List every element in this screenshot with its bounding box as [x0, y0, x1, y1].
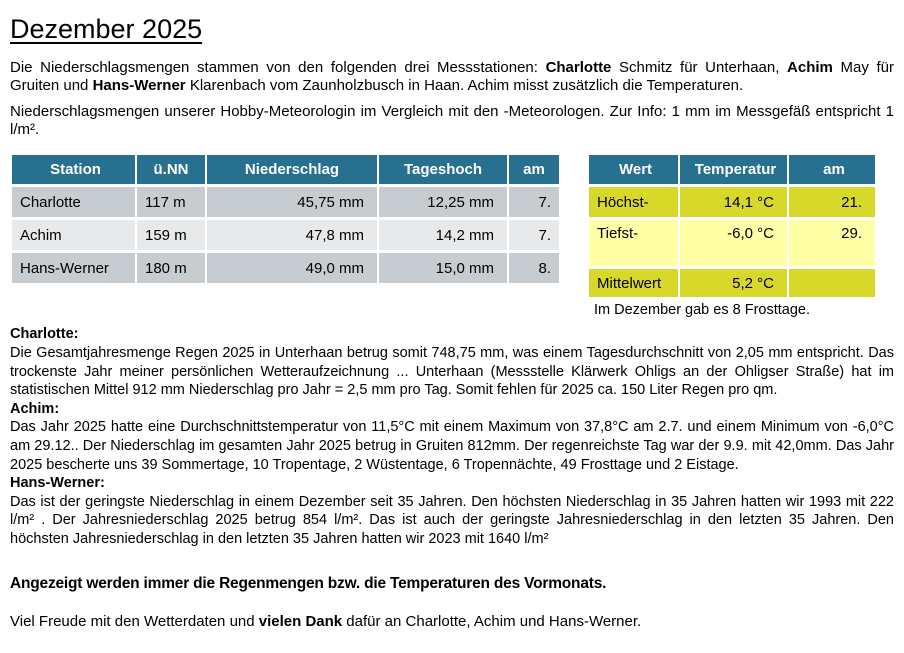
- section-heading-charlotte: Charlotte:: [10, 326, 79, 343]
- cell-wert: Höchst-: [589, 187, 678, 218]
- column-header-tageshoch: Tageshoch: [379, 155, 507, 185]
- cell-wert: Mittelwert: [589, 269, 678, 298]
- column-header-am: am: [509, 155, 559, 185]
- section-heading-achim: Achim:: [10, 400, 60, 417]
- section-text-charlotte: Die Gesamtjahresmenge Regen 2025 in Unte…: [10, 344, 894, 399]
- column-header-wert: Wert: [589, 155, 678, 185]
- cell-date: [789, 269, 875, 298]
- cell-temperatur: 5,2 °C: [680, 269, 787, 298]
- table-row-tiefst: Tiefst- -6,0 °C 29.: [589, 220, 875, 267]
- cell-daily-max: 15,0 mm: [379, 253, 507, 284]
- table-row-achim: Achim 159 m 47,8 mm 14,2 mm 7.: [12, 220, 559, 251]
- section-text-hans-werner: Das ist der geringste Niederschlag in ei…: [10, 493, 894, 547]
- temperature-table-block: Wert Temperatur am Höchst- 14,1 °C 21. T…: [587, 152, 877, 318]
- station-sections: Charlotte: Die Gesamtjahresmenge Regen 2…: [10, 325, 894, 548]
- cell-temperatur: -6,0 °C: [680, 220, 787, 267]
- cell-temperatur: 14,1 °C: [680, 187, 787, 218]
- info-paragraph: Niederschlagsmengen unserer Hobby-Meteor…: [10, 103, 894, 138]
- previous-month-note: Angezeigt werden immer die Regenmengen b…: [10, 574, 607, 592]
- frost-days-note: Im Dezember gab es 8 Frosttage.: [594, 302, 810, 319]
- cell-daily-max: 12,25 mm: [379, 187, 507, 218]
- section-heading-hans-werner: Hans-Werner:: [10, 475, 105, 492]
- cell-date: 21.: [789, 187, 875, 218]
- cell-date: 29.: [789, 220, 875, 267]
- page-title: Dezember 2025: [10, 14, 203, 44]
- table-row-hans-werner: Hans-Werner 180 m 49,0 mm 15,0 mm 8.: [12, 253, 559, 284]
- cell-daily-max: 14,2 mm: [379, 220, 507, 251]
- cell-elevation: 117 m: [137, 187, 205, 218]
- cell-date: 7.: [509, 187, 559, 218]
- cell-precipitation: 47,8 mm: [207, 220, 377, 251]
- table-row-mittelwert: Mittelwert 5,2 °C: [589, 269, 875, 298]
- column-header-am: am: [789, 155, 875, 185]
- table-row-charlotte: Charlotte 117 m 45,75 mm 12,25 mm 7.: [12, 187, 559, 218]
- tables-row: Station ü.NN Niederschlag Tageshoch am C…: [10, 152, 894, 318]
- cell-station: Hans-Werner: [12, 253, 135, 284]
- intro-paragraph: Die Niederschlagsmengen stammen von den …: [10, 59, 894, 94]
- temperature-header-row: Wert Temperatur am: [589, 155, 875, 185]
- column-header-niederschlag: Niederschlag: [207, 155, 377, 185]
- column-header-temperatur: Temperatur: [680, 155, 787, 185]
- closing-line: Viel Freude mit den Wetterdaten und viel…: [10, 612, 642, 630]
- cell-precipitation: 45,75 mm: [207, 187, 377, 218]
- cell-elevation: 159 m: [137, 220, 205, 251]
- cell-wert: Tiefst-: [589, 220, 678, 267]
- section-text-achim: Das Jahr 2025 hatte eine Durchschnittste…: [10, 419, 894, 473]
- cell-station: Charlotte: [12, 187, 135, 218]
- column-header-uenn: ü.NN: [137, 155, 205, 185]
- cell-date: 8.: [509, 253, 559, 284]
- table-row-hoechst: Höchst- 14,1 °C 21.: [589, 187, 875, 218]
- cell-precipitation: 49,0 mm: [207, 253, 377, 284]
- cell-station: Achim: [12, 220, 135, 251]
- cell-elevation: 180 m: [137, 253, 205, 284]
- column-header-station: Station: [12, 155, 135, 185]
- cell-date: 7.: [509, 220, 559, 251]
- precipitation-header-row: Station ü.NN Niederschlag Tageshoch am: [12, 155, 559, 185]
- temperature-table: Wert Temperatur am Höchst- 14,1 °C 21. T…: [587, 152, 877, 300]
- precipitation-table: Station ü.NN Niederschlag Tageshoch am C…: [10, 152, 561, 286]
